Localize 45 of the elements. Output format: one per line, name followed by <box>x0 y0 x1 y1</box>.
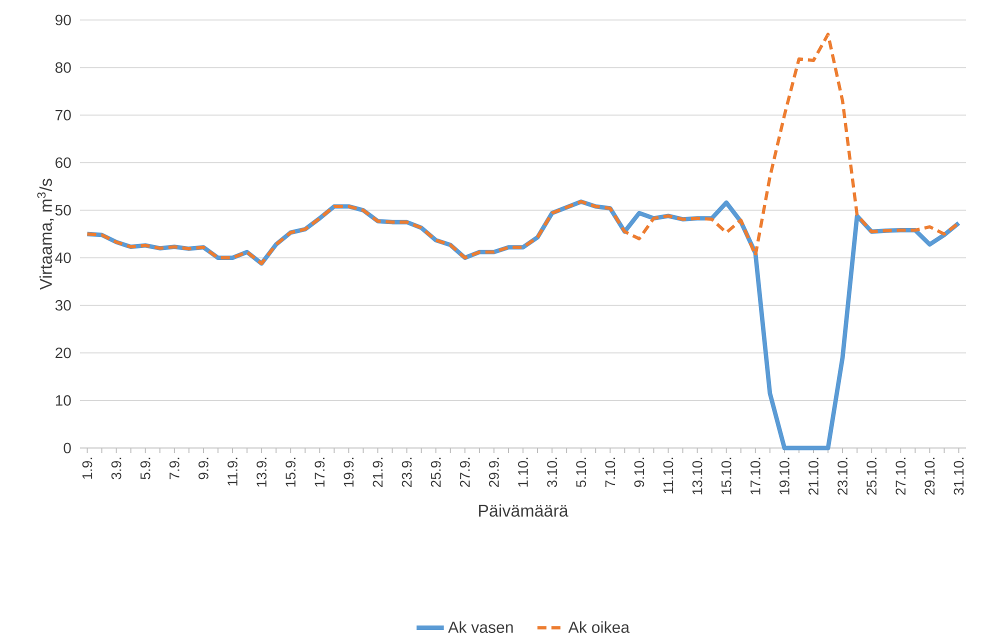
x-tick-label: 5.10. <box>576 458 586 488</box>
y-tick-label: 0 <box>64 442 71 454</box>
x-tick-label: 15.9. <box>286 458 296 487</box>
x-tick-label: 3.9. <box>111 458 122 480</box>
x-tick-label: 29.10. <box>924 458 935 495</box>
y-tick-label: 20 <box>56 348 71 358</box>
legend-label: Ak oikea <box>568 621 630 633</box>
x-tick-label: 23.10. <box>838 458 848 495</box>
x-tick-label: 13.9. <box>256 458 267 487</box>
y-tick-label: 70 <box>56 110 71 120</box>
x-tick-label: 27.10. <box>896 458 906 495</box>
y-tick-label: 60 <box>56 157 71 168</box>
y-tick-label: 50 <box>55 204 71 216</box>
x-tick-label: 17.10. <box>750 458 760 494</box>
x-tick-label: 13.10. <box>692 458 702 494</box>
x-tick-label: 15.10. <box>721 458 732 494</box>
x-tick-label: 29.9. <box>488 458 499 487</box>
x-tick-label: 25.10. <box>866 458 877 495</box>
x-tick-label: 19.10. <box>779 458 790 494</box>
y-tick-label: 30 <box>55 300 71 311</box>
y-tick-label: 10 <box>56 395 71 406</box>
legend-label: Ak vasen <box>448 621 513 633</box>
x-tick-label: 7.9. <box>169 458 180 480</box>
x-tick-label: 1.10. <box>518 458 528 487</box>
x-tick-label: 21.9. <box>372 458 383 487</box>
x-tick-label: 17.9. <box>314 458 325 487</box>
x-tick-label: 11.10. <box>663 458 674 494</box>
x-tick-label: 21.10. <box>808 458 818 495</box>
x-tick-label: 27.9. <box>460 458 470 487</box>
y-tick-label: 90 <box>55 14 71 26</box>
y-tick-label: 80 <box>55 62 71 73</box>
x-tick-label: 11.9. <box>228 458 238 486</box>
x-tick-label: 31.10. <box>954 458 964 495</box>
y-tick-label: 40 <box>55 252 71 264</box>
x-tick-label: 25.9. <box>430 458 441 487</box>
x-tick-label: 1.9. <box>82 458 92 479</box>
x-axis-title: Päivämäärä <box>479 504 568 517</box>
x-tick-label: 9.9. <box>198 458 208 480</box>
x-tick-label: 9.10. <box>634 458 644 487</box>
x-tick-label: 5.9. <box>140 458 150 480</box>
x-tick-label: 3.10. <box>547 458 558 488</box>
y-axis-title: Virtaama, m$^{3}$/s <box>37 178 54 290</box>
x-tick-label: 7.10. <box>605 458 616 487</box>
x-tick-label: 23.9. <box>402 458 412 487</box>
x-tick-label: 19.9. <box>344 458 354 487</box>
